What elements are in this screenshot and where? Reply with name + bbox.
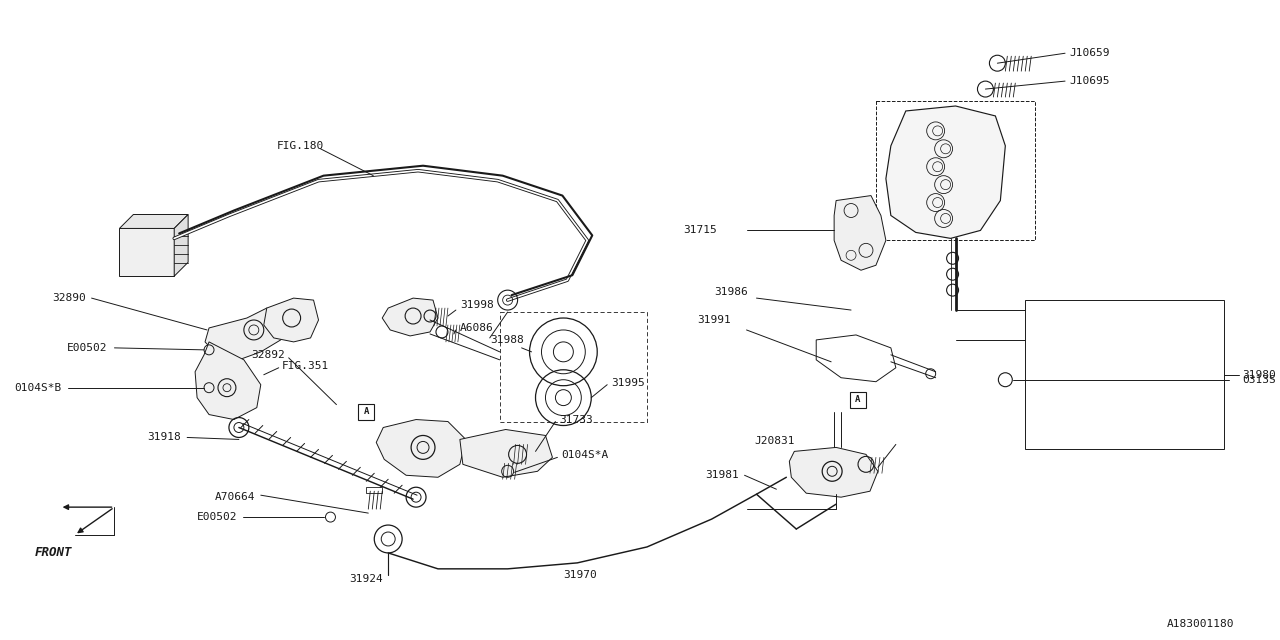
Text: 31715: 31715	[684, 225, 717, 236]
Text: 32892: 32892	[251, 350, 284, 360]
Text: A: A	[364, 407, 369, 416]
Text: 0104S*A: 0104S*A	[562, 451, 609, 460]
Text: A6086: A6086	[460, 323, 494, 333]
Bar	[358, 404, 374, 420]
Text: J10659: J10659	[1069, 48, 1110, 58]
Polygon shape	[205, 308, 284, 360]
Polygon shape	[383, 298, 438, 336]
Polygon shape	[264, 298, 319, 342]
Text: E00502: E00502	[196, 512, 237, 522]
Bar	[876, 101, 1036, 241]
Text: 0104S*B: 0104S*B	[14, 383, 61, 393]
Text: 32890: 32890	[52, 293, 86, 303]
Text: 31981: 31981	[705, 470, 739, 480]
Bar	[499, 312, 646, 422]
Polygon shape	[376, 420, 466, 477]
Bar	[366, 487, 383, 493]
Text: 31733: 31733	[559, 415, 593, 424]
Text: FIG.180: FIG.180	[276, 141, 324, 151]
Polygon shape	[174, 214, 188, 276]
Bar	[1025, 300, 1225, 449]
Text: FRONT: FRONT	[35, 547, 73, 559]
Text: A70664: A70664	[214, 492, 255, 502]
Bar	[119, 228, 174, 276]
Text: 31918: 31918	[147, 433, 182, 442]
Text: A: A	[855, 395, 860, 404]
Text: J20831: J20831	[754, 436, 795, 447]
Polygon shape	[835, 196, 886, 270]
Text: FIG.351: FIG.351	[282, 361, 329, 371]
Polygon shape	[195, 342, 261, 420]
Text: 31988: 31988	[490, 335, 524, 345]
Text: J10695: J10695	[1069, 76, 1110, 86]
Text: A183001180: A183001180	[1167, 619, 1234, 628]
Polygon shape	[460, 429, 553, 477]
Polygon shape	[119, 214, 188, 228]
Text: 0313S: 0313S	[1242, 375, 1276, 385]
Bar	[850, 392, 867, 408]
Text: 31970: 31970	[563, 570, 598, 580]
Text: 31980: 31980	[1242, 370, 1276, 380]
Text: 31924: 31924	[349, 574, 383, 584]
Text: 31986: 31986	[714, 287, 749, 297]
Polygon shape	[790, 447, 878, 497]
Text: 31998: 31998	[460, 300, 494, 310]
Polygon shape	[886, 106, 1005, 238]
Text: E00502: E00502	[67, 343, 108, 353]
Text: 31991: 31991	[696, 315, 731, 325]
Text: 31995: 31995	[611, 378, 645, 388]
